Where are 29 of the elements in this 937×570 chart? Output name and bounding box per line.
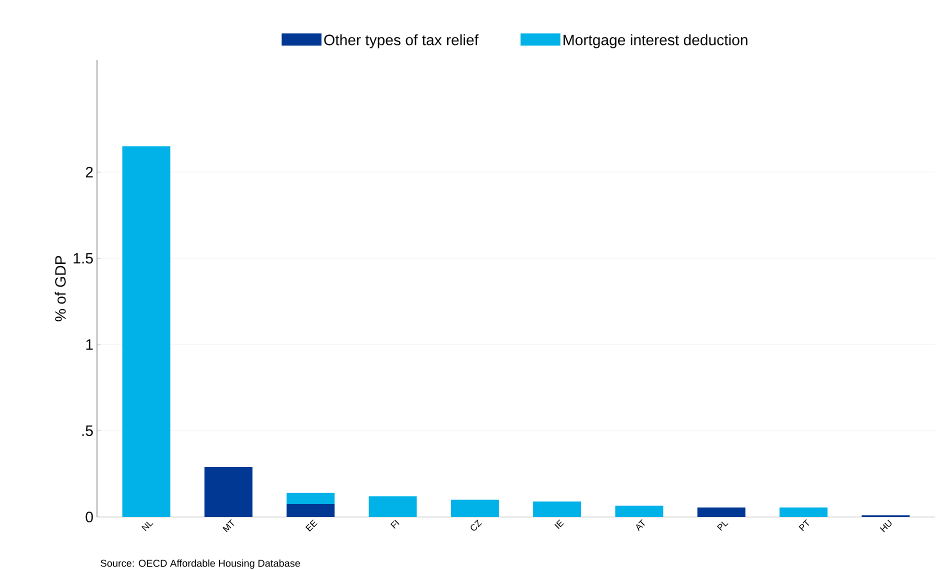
y-axis-title: % of GDP: [54, 256, 66, 322]
bar: [780, 508, 828, 517]
x-tick-label: IE: [554, 520, 564, 529]
legend-label: Other types of tax relief: [324, 34, 479, 48]
x-tick-label: EE: [305, 520, 318, 532]
bar: [450, 500, 499, 517]
x-tick-label: AT: [636, 519, 645, 532]
x-tick-label: PL: [716, 522, 728, 531]
bar: [286, 492, 335, 504]
bar: [533, 501, 582, 517]
bar: [122, 146, 170, 517]
bar: [697, 508, 746, 517]
x-tick-label: CZ: [470, 520, 482, 531]
y-tick-label: 1.5: [74, 253, 93, 264]
x-tick-label: PT: [798, 519, 810, 532]
bar: [615, 506, 664, 517]
x-tick-label: FI: [390, 520, 400, 529]
y-tick-label: 1: [86, 339, 93, 350]
x-tick-label: NL: [142, 522, 154, 532]
bar: [368, 496, 417, 517]
x-tick-label: HU: [880, 520, 892, 532]
source-note: Source: OECD Affordable Housing Database: [100, 559, 300, 569]
y-tick-label: .5: [82, 426, 93, 436]
x-tick-label: MT: [222, 519, 234, 532]
y-tick-label: 2: [86, 166, 93, 178]
y-tick-label: 0: [86, 512, 93, 522]
legend-label: Mortgage interest deduction: [564, 34, 748, 48]
bar: [286, 504, 335, 517]
bar: [204, 466, 252, 517]
